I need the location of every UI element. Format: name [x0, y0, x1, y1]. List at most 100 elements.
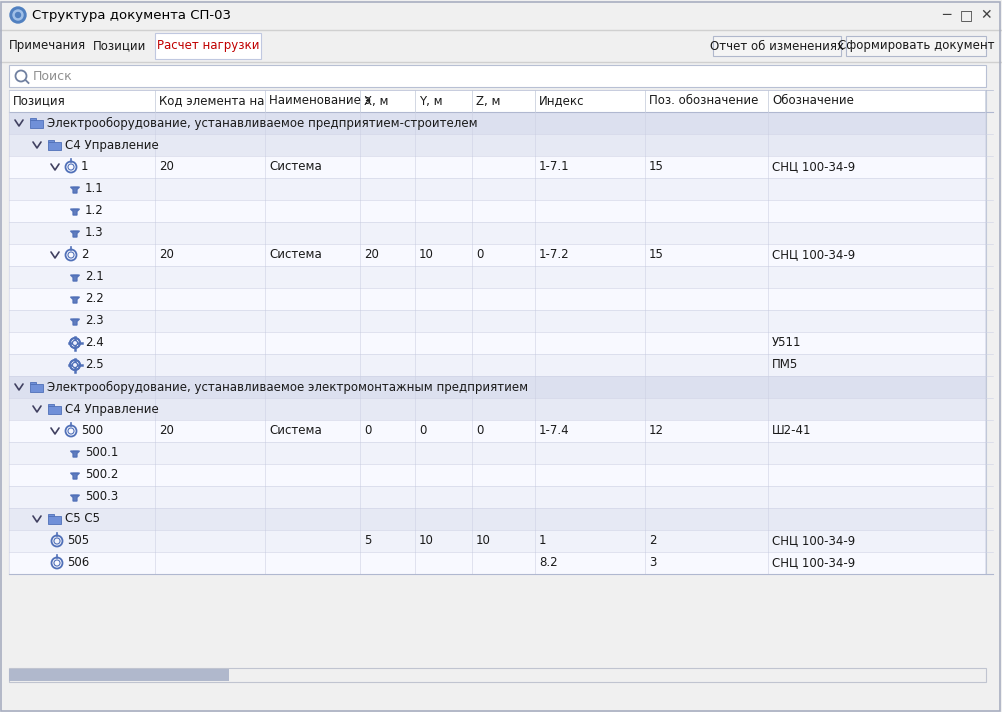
Text: 2.5: 2.5: [85, 359, 103, 372]
Bar: [30, 382, 36, 384]
Bar: [48, 140, 54, 142]
Bar: [9, 574, 986, 682]
Text: 15: 15: [649, 160, 664, 174]
Text: Сформировать документ: Сформировать документ: [838, 39, 994, 53]
Text: Примечания: Примечания: [8, 39, 85, 53]
Bar: [9, 222, 986, 244]
Text: 0: 0: [476, 248, 483, 261]
Text: Система: Система: [269, 424, 322, 437]
Text: СНЦ 100-34-9: СНЦ 100-34-9: [772, 535, 856, 548]
Bar: [9, 354, 986, 376]
Text: С4 Управление: С4 Управление: [65, 139, 158, 152]
Polygon shape: [70, 275, 79, 281]
Text: 500.1: 500.1: [85, 446, 118, 459]
Bar: [9, 90, 986, 112]
Text: 3: 3: [649, 557, 656, 570]
Text: 500.3: 500.3: [85, 491, 118, 503]
Text: 506: 506: [67, 557, 89, 570]
Text: 2.2: 2.2: [85, 293, 104, 305]
Bar: [0, 30, 1002, 62]
Text: Система: Система: [269, 248, 322, 261]
Text: 5: 5: [364, 535, 372, 548]
Polygon shape: [70, 231, 79, 237]
Text: Поз. обозначение: Поз. обозначение: [649, 95, 759, 108]
Text: Код элемента на: Код элемента на: [159, 95, 265, 108]
Bar: [9, 442, 986, 464]
Text: Электрооборудование, устанавливаемое предприятием-строителем: Электрооборудование, устанавливаемое пре…: [47, 117, 478, 130]
Text: Электрооборудование, устанавливаемое электромонтажным предприятием: Электрооборудование, устанавливаемое эле…: [47, 380, 528, 394]
Bar: [9, 244, 986, 266]
Text: СНЦ 100-34-9: СНЦ 100-34-9: [772, 248, 856, 261]
Bar: [9, 156, 986, 178]
Text: Структура документа СП-03: Структура документа СП-03: [32, 9, 231, 21]
Text: 1-7.4: 1-7.4: [539, 424, 569, 437]
Text: ✕: ✕: [980, 8, 992, 22]
Text: 15: 15: [649, 248, 664, 261]
Text: 1.3: 1.3: [85, 226, 103, 239]
Bar: [9, 552, 986, 574]
Text: 10: 10: [419, 248, 434, 261]
Text: 2: 2: [649, 535, 656, 548]
Text: 20: 20: [159, 248, 174, 261]
Bar: [48, 142, 61, 150]
Bar: [30, 120, 43, 128]
Bar: [9, 288, 986, 310]
Text: 2.3: 2.3: [85, 315, 103, 328]
Bar: [9, 486, 986, 508]
Text: Y, м: Y, м: [419, 95, 443, 108]
Text: 0: 0: [419, 424, 427, 437]
Text: Поиск: Поиск: [33, 70, 73, 83]
Circle shape: [13, 10, 23, 20]
Text: X, м: X, м: [364, 95, 389, 108]
Bar: [9, 65, 986, 87]
Polygon shape: [70, 473, 79, 479]
Polygon shape: [70, 495, 79, 501]
Text: СНЦ 100-34-9: СНЦ 100-34-9: [772, 160, 856, 174]
Text: У511: У511: [772, 337, 802, 350]
Text: Наименование э: Наименование э: [269, 95, 371, 108]
Text: Система: Система: [269, 160, 322, 174]
Bar: [154, 33, 261, 59]
Text: 10: 10: [476, 535, 491, 548]
Bar: [48, 513, 54, 516]
Text: 20: 20: [159, 160, 174, 174]
Bar: [9, 134, 986, 156]
Bar: [30, 384, 43, 392]
Bar: [9, 420, 986, 442]
Text: 1-7.2: 1-7.2: [539, 248, 569, 261]
Text: Отчет об изменениях: Отчет об изменениях: [710, 39, 844, 53]
Bar: [713, 36, 841, 56]
Text: С4 Управление: С4 Управление: [65, 402, 158, 416]
Bar: [9, 464, 986, 486]
Text: Z, м: Z, м: [476, 95, 501, 108]
Bar: [9, 200, 986, 222]
Text: 1-7.1: 1-7.1: [539, 160, 569, 174]
Polygon shape: [70, 187, 79, 193]
Text: 1.2: 1.2: [85, 204, 104, 217]
Text: ПМ5: ПМ5: [772, 359, 799, 372]
Text: ─: ─: [942, 8, 950, 22]
Text: 10: 10: [419, 535, 434, 548]
Bar: [9, 90, 986, 574]
Text: 1.1: 1.1: [85, 182, 104, 196]
Text: Позиция: Позиция: [13, 95, 66, 108]
Bar: [48, 406, 61, 414]
Bar: [9, 530, 986, 552]
Bar: [9, 332, 986, 354]
Bar: [9, 178, 986, 200]
Text: 0: 0: [476, 424, 483, 437]
Text: 8.2: 8.2: [539, 557, 558, 570]
Polygon shape: [70, 297, 79, 303]
Text: 1: 1: [539, 535, 546, 548]
Polygon shape: [70, 319, 79, 325]
Bar: [48, 404, 54, 406]
Bar: [0, 0, 1002, 30]
Bar: [0, 62, 1002, 90]
Bar: [9, 310, 986, 332]
Text: 12: 12: [649, 424, 664, 437]
Text: □: □: [960, 8, 973, 22]
Circle shape: [15, 13, 20, 18]
Text: 500: 500: [81, 424, 103, 437]
Text: Ш2-41: Ш2-41: [772, 424, 812, 437]
Text: СНЦ 100-34-9: СНЦ 100-34-9: [772, 557, 856, 570]
